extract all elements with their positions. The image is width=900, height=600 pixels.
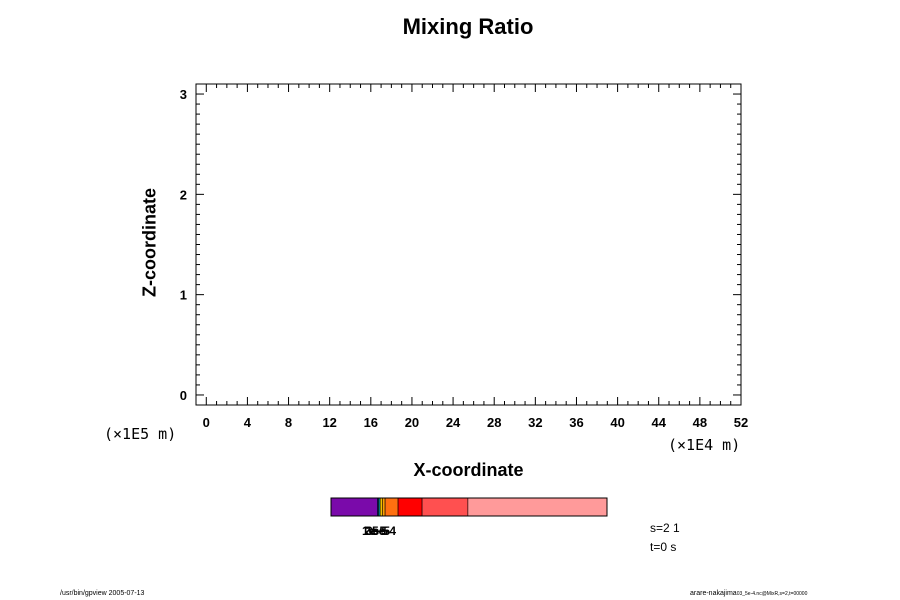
- colorbar-segment: [330, 497, 378, 517]
- footer-source: arare-nakajima03_5e-4.nc@MixR,s=2,t=0000…: [690, 590, 807, 597]
- colorbar-segment: [379, 497, 383, 517]
- y-tick-label: 3: [180, 87, 187, 102]
- x-tick-label: 8: [285, 415, 292, 430]
- x-tick-label: 32: [528, 415, 542, 430]
- colorbar-segment: [384, 497, 399, 517]
- colorbar-segment: [382, 497, 386, 517]
- plot-frame: [195, 83, 742, 406]
- colorbar-label: 5e-4: [372, 524, 396, 538]
- footer-source-name: arare-nakajima: [690, 590, 737, 597]
- y-tick-label: 0: [180, 388, 187, 403]
- time-info: t=0 s: [650, 540, 677, 554]
- x-tick-label: 24: [446, 415, 461, 430]
- x-tick-label: 0: [203, 415, 210, 430]
- x-tick-label: 48: [693, 415, 707, 430]
- x-tick-label: 16: [364, 415, 378, 430]
- y-axis-scale-factor: (×1E5 m): [104, 425, 177, 443]
- x-tick-label: 52: [734, 415, 748, 430]
- x-tick-label: 20: [405, 415, 419, 430]
- x-tick-label: 44: [652, 415, 667, 430]
- y-tick-label: 1: [180, 288, 187, 303]
- footer-command: /usr/bin/gpview 2005-07-13: [60, 590, 145, 597]
- y-tick-label: 2: [180, 187, 187, 202]
- x-tick-label: 12: [322, 415, 336, 430]
- colorbar-label: 2e-5: [364, 524, 388, 538]
- colorbar-segment: [467, 497, 608, 517]
- colorbar-segment: [397, 497, 423, 517]
- colorbar-label: 3e-5: [366, 524, 390, 538]
- chart-title: Mixing Ratio: [402, 14, 534, 39]
- x-axis-label: X-coordinate: [413, 460, 524, 480]
- x-tick-label: 40: [610, 415, 624, 430]
- y-axis-label: Z-coordinate: [139, 188, 160, 298]
- x-tick-label: 28: [487, 415, 501, 430]
- colorbar-segment: [421, 497, 469, 517]
- colorbar-frame: [330, 497, 608, 517]
- x-tick-label: 4: [244, 415, 252, 430]
- colorbar-label: 1e-5: [362, 524, 386, 538]
- slice-info: s=2 1: [650, 521, 680, 535]
- x-axis-scale-factor: (×1E4 m): [668, 436, 741, 454]
- footer-source-detail: 03_5e-4.nc@MixR,s=2,t=00000: [736, 591, 808, 597]
- x-tick-label: 36: [569, 415, 583, 430]
